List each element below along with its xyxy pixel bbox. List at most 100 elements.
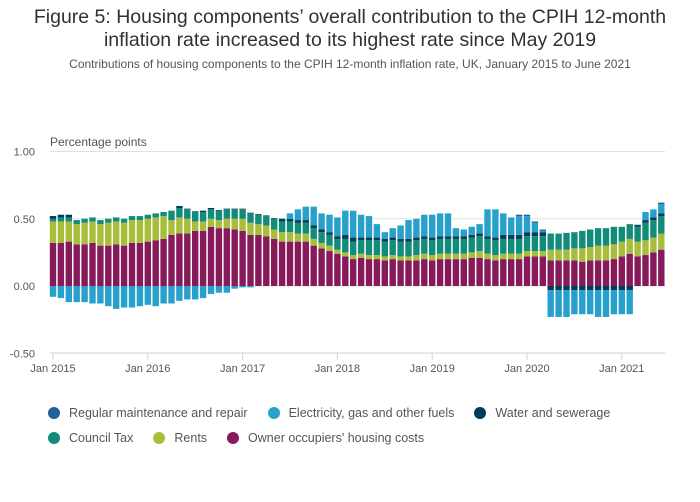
bar-segment [373, 224, 381, 238]
bar-segment [342, 234, 349, 239]
bar-segment [421, 253, 428, 260]
bar-segment [500, 238, 507, 254]
bar-segment [429, 237, 436, 241]
bar-segment [168, 210, 175, 221]
bar-segment [618, 286, 625, 291]
bar-segment [192, 212, 199, 222]
x-tick-label: Jan 2016 [125, 363, 170, 375]
bar-segment [160, 216, 167, 239]
bar-segment [452, 228, 460, 237]
bar-segment [460, 229, 467, 237]
bar-segment [302, 222, 309, 234]
bars [49, 202, 665, 317]
bar-segment [452, 259, 460, 286]
legend-item-electricity[interactable]: Electricity, gas and other fuels [267, 406, 454, 420]
bar-segment [405, 241, 412, 257]
bar-segment [397, 256, 404, 261]
bar-segment [97, 224, 104, 246]
bar-segment [531, 256, 539, 286]
bar-segment [176, 217, 183, 234]
bar-segment [436, 259, 444, 286]
legend-item-ooh[interactable]: Owner occupiers' housing costs [227, 431, 424, 445]
bar-segment [602, 245, 610, 261]
bar-segment [484, 253, 491, 260]
bar-segment [397, 241, 404, 257]
bar-segment [515, 234, 523, 239]
bar-segment [294, 222, 302, 234]
bar-segment [192, 286, 199, 300]
bar-segment [334, 253, 341, 286]
bar-segment [602, 228, 610, 246]
bar-segment [271, 229, 278, 239]
bar-segment [444, 259, 452, 286]
bar-segment [357, 257, 365, 286]
bar-segment [144, 214, 151, 219]
bar-segment [389, 237, 396, 241]
bar-segment [508, 217, 515, 235]
bar-segment [468, 237, 475, 253]
bar-segment [136, 216, 144, 221]
bar-segment [294, 220, 302, 223]
bar-segment [81, 218, 88, 223]
bar-segment [113, 217, 120, 222]
x-tick-label: Jan 2015 [30, 363, 75, 375]
legend-item-water[interactable]: Water and sewerage [474, 406, 610, 420]
bar-segment [563, 232, 570, 234]
bar-segment [160, 212, 167, 217]
bar-segment [492, 240, 499, 256]
bar-segment [365, 237, 373, 241]
bar-segment [539, 236, 546, 252]
legend-item-rents[interactable]: Rents [153, 431, 207, 445]
bar-segment [539, 251, 546, 257]
bar-segment [587, 260, 594, 286]
chart-title: Figure 5: Housing components’ overall co… [33, 6, 667, 51]
bar-segment [294, 209, 302, 221]
bar-segment [563, 249, 570, 261]
legend-label: Owner occupiers' housing costs [248, 430, 425, 445]
bar-segment [389, 255, 396, 260]
bar-segment [650, 217, 657, 221]
legend-item-council-tax[interactable]: Council Tax [48, 431, 133, 445]
bar-segment [405, 220, 412, 239]
bar-segment [318, 232, 325, 243]
bar-segment [334, 249, 341, 254]
bar-segment [587, 290, 594, 315]
legend-item-maintenance[interactable]: Regular maintenance and repair [48, 406, 248, 420]
bar-segment [373, 237, 381, 241]
bar-segment [239, 218, 246, 231]
bar-segment [286, 221, 294, 233]
bar-segment [444, 236, 452, 239]
bar-segment [373, 255, 381, 260]
bar-segment [413, 218, 420, 238]
bar-segment [271, 238, 278, 286]
bar-segment [207, 286, 215, 295]
bar-segment [365, 216, 373, 238]
bar-segment [223, 228, 230, 286]
bar-segment [515, 216, 523, 235]
bar-segment [421, 236, 428, 239]
bar-segment [531, 251, 539, 257]
bar-segment [658, 202, 665, 204]
bar-segment [255, 224, 262, 235]
legend-label: Rents [174, 430, 208, 445]
bar-segment [207, 218, 215, 227]
bar-segment [247, 212, 254, 214]
bar-segment [421, 259, 428, 286]
bar-segment [563, 260, 570, 286]
bar-segment [105, 218, 112, 223]
bar-segment [650, 209, 657, 218]
bar-segment [294, 241, 302, 286]
bar-segment [350, 255, 357, 260]
bar-segment [547, 233, 554, 250]
bar-segment [579, 286, 586, 291]
bar-segment [168, 286, 175, 304]
bar-segment [389, 259, 396, 286]
bar-segment [89, 286, 96, 304]
bar-segment [302, 220, 309, 223]
bar-segment [587, 286, 594, 291]
bar-segment [460, 259, 467, 286]
bar-segment [65, 241, 72, 286]
bar-segment [484, 238, 491, 254]
bar-segment [49, 286, 57, 297]
bar-segment [429, 240, 436, 256]
